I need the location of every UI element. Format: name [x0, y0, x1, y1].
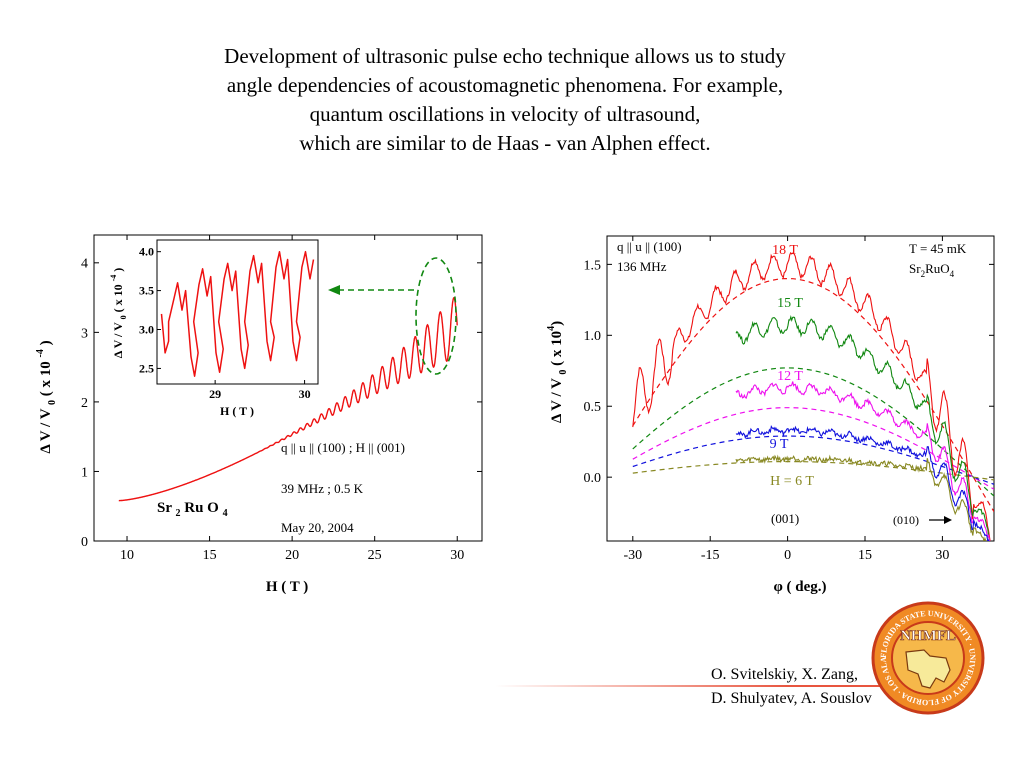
zoom-arrow-head — [328, 285, 340, 295]
left-annotation-orientation: q || u || (100) ; H || (001) — [281, 440, 405, 455]
right-fit-line — [632, 277, 994, 513]
right-y-tick-label: 1.0 — [584, 329, 602, 344]
inset-y-tick-label: 4.0 — [139, 245, 154, 259]
authors: O. Svitelskiy, X. Zang, D. Shulyatev, A.… — [711, 663, 872, 711]
title-line-2: angle dependencies of acoustomagnetic ph… — [226, 73, 784, 97]
decorative-rule — [495, 685, 915, 687]
right-series-line — [735, 315, 991, 541]
left-y-tick-label: 2 — [81, 396, 88, 411]
inset-y-tick-label: 2.5 — [139, 361, 154, 375]
right-series-line — [632, 251, 991, 541]
left-x-tick-label: 30 — [450, 548, 464, 563]
right-annotation-dir-left: (001) — [771, 511, 799, 526]
left-annotation-compound: Sr 2 Ru O 4 — [157, 500, 228, 519]
right-series-line — [735, 454, 987, 541]
right-x-tick-label: 15 — [858, 548, 872, 563]
right-fit-line — [632, 435, 994, 485]
nhmfl-logo: FLORIDA STATE UNIVERSITY · UNIVERSITY OF… — [870, 600, 985, 715]
right-annotation-orientation: q || u || (100) — [617, 239, 682, 254]
inset-x-tick-label: 30 — [299, 387, 311, 401]
left-x-tick-label: 10 — [120, 548, 134, 563]
authors-line-2: D. Shulyatev, A. Souslov — [711, 690, 872, 707]
left-ylabel: Δ V / V 0 ( x 10 -4 ) — [35, 340, 58, 453]
title-line-4: which are similar to de Haas - van Alphe… — [299, 131, 711, 155]
left-y-tick-label: 3 — [81, 326, 88, 341]
inset-y-tick-label: 3.0 — [139, 323, 154, 337]
right-fit-line — [632, 461, 994, 481]
left-annotation-conditions: 39 MHz ; 0.5 K — [281, 481, 364, 496]
left-x-tick-label: 15 — [203, 548, 217, 563]
right-x-tick-label: 0 — [784, 548, 791, 563]
right-annotation-frequency: 136 MHz — [617, 259, 667, 274]
inset-ylabel: Δ V / V 0 ( x 10 -4 ) — [109, 268, 128, 359]
left-y-tick-label: 0 — [81, 535, 88, 550]
right-x-tick-label: -15 — [701, 548, 720, 563]
right-series-label: 9 T — [770, 437, 789, 452]
chart-velocity-vs-angle: -30 -15 0 15 30 0.0 0.5 1.0 1.5 18 T 15 T 12 T 9 T H… — [546, 235, 995, 595]
inset-y-tick-label: 3.5 — [139, 284, 154, 298]
left-y-tick-label: 4 — [81, 257, 88, 272]
authors-line-1: O. Svitelskiy, X. Zang, — [711, 666, 858, 683]
left-x-tick-label: 25 — [368, 548, 382, 563]
title-line-3: quantum oscillations in velocity of ultr… — [309, 102, 701, 126]
right-xlabel: φ ( deg.) — [773, 579, 826, 595]
right-series-line — [735, 381, 991, 541]
right-y-tick-label: 0.0 — [584, 471, 602, 486]
right-annotation-dir-right: (010) — [893, 513, 919, 527]
right-series-label: H = 6 T — [770, 474, 814, 489]
right-x-tick-label: -30 — [623, 548, 642, 563]
chart-velocity-vs-field: 10 15 20 25 30 0 1 2 3 4 q || u || (100) ; H || (… — [35, 234, 483, 595]
left-x-tick-label: 20 — [285, 548, 299, 563]
right-plot-frame — [606, 235, 995, 542]
right-series-label: 18 T — [772, 243, 798, 258]
left-series-line — [118, 296, 458, 502]
right-annotation-temperature: T = 45 mK — [909, 241, 967, 256]
inset-x-tick-label: 29 — [209, 387, 221, 401]
zoom-ellipse — [415, 257, 457, 375]
left-y-tick-label: 1 — [81, 465, 88, 480]
title-line-1: Development of ultrasonic pulse echo tec… — [224, 44, 786, 68]
right-ylabel: Δ V / V 0 ( x 104) — [546, 321, 569, 423]
right-annotation-compound: Sr2RuO4 — [909, 261, 955, 279]
slide-title: Development of ultrasonic pulse echo tec… — [0, 42, 1010, 158]
inset-series-line — [160, 250, 315, 377]
right-series-line — [735, 425, 990, 541]
left-annotation-date: May 20, 2004 — [281, 520, 354, 535]
right-fit-line — [632, 407, 994, 490]
right-y-tick-label: 1.5 — [584, 258, 602, 273]
right-series-label: 15 T — [777, 296, 803, 311]
inset-xlabel: H ( T ) — [220, 404, 254, 418]
right-x-tick-label: 30 — [935, 548, 949, 563]
right-fit-line — [632, 367, 994, 497]
left-plot-frame — [93, 234, 483, 542]
logo-text: NHMFL — [900, 628, 956, 644]
direction-arrow-head — [944, 516, 952, 524]
right-y-tick-label: 0.5 — [584, 400, 602, 415]
left-xlabel: H ( T ) — [266, 579, 308, 595]
right-series-label: 12 T — [777, 369, 803, 384]
